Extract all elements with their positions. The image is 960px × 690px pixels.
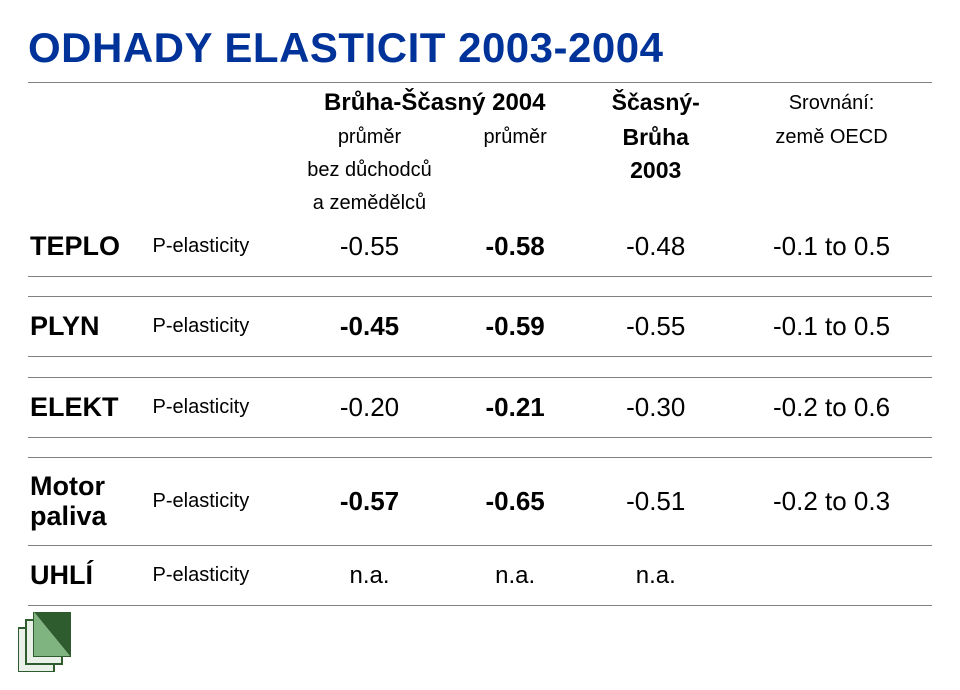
row-cat-teplo: TEPLO xyxy=(28,217,149,276)
plyn-v1: -0.45 xyxy=(289,297,450,357)
uhli-v3: n.a. xyxy=(580,546,731,606)
teplo-v4: -0.1 to 0.5 xyxy=(731,217,932,276)
row-label-plyn: P-elasticity xyxy=(149,297,290,357)
header-sub-left-l3: a zemědělců xyxy=(289,186,450,217)
header-comparison-l2: země OECD xyxy=(731,119,932,152)
elekt-v1: -0.20 xyxy=(289,377,450,437)
uhli-v1: n.a. xyxy=(289,546,450,606)
header-scasny-bruha-l3: 2003 xyxy=(580,152,731,185)
elasticity-table: Brůha-Ščasný 2004 Ščasný- Srovnání: prům… xyxy=(28,82,932,606)
row-cat-motor: Motor paliva xyxy=(28,458,149,546)
uhli-v4 xyxy=(731,546,932,606)
motor-v1: -0.57 xyxy=(289,458,450,546)
header-sub-right: průměr xyxy=(450,119,581,152)
header-scasny-bruha-l2: Brůha xyxy=(580,119,731,152)
plyn-v3: -0.55 xyxy=(580,297,731,357)
plyn-v4: -0.1 to 0.5 xyxy=(731,297,932,357)
elekt-v3: -0.30 xyxy=(580,377,731,437)
plyn-v2: -0.59 xyxy=(450,297,581,357)
row-cat-uhli: UHLÍ xyxy=(28,546,149,606)
row-label-uhli: P-elasticity xyxy=(149,546,290,606)
teplo-v2: -0.58 xyxy=(450,217,581,276)
motor-v3: -0.51 xyxy=(580,458,731,546)
uhli-v2: n.a. xyxy=(450,546,581,606)
header-bruha-scasny: Brůha-Ščasný 2004 xyxy=(289,83,580,120)
logo-icon xyxy=(18,612,78,672)
row-label-elekt: P-elasticity xyxy=(149,377,290,437)
elekt-v2: -0.21 xyxy=(450,377,581,437)
header-sub-left-l2: bez důchodců xyxy=(289,152,450,185)
page-title: ODHADY ELASTICIT 2003-2004 xyxy=(28,24,932,72)
row-label-motor: P-elasticity xyxy=(149,458,290,546)
teplo-v3: -0.48 xyxy=(580,217,731,276)
motor-v2: -0.65 xyxy=(450,458,581,546)
row-cat-elekt: ELEKT xyxy=(28,377,149,437)
teplo-v1: -0.55 xyxy=(289,217,450,276)
elekt-v4: -0.2 to 0.6 xyxy=(731,377,932,437)
header-sub-left-l1: průměr xyxy=(289,119,450,152)
row-label-teplo: P-elasticity xyxy=(149,217,290,276)
header-scasny-bruha-l1: Ščasný- xyxy=(580,83,731,120)
motor-v4: -0.2 to 0.3 xyxy=(731,458,932,546)
row-cat-plyn: PLYN xyxy=(28,297,149,357)
header-comparison-l1: Srovnání: xyxy=(731,83,932,120)
